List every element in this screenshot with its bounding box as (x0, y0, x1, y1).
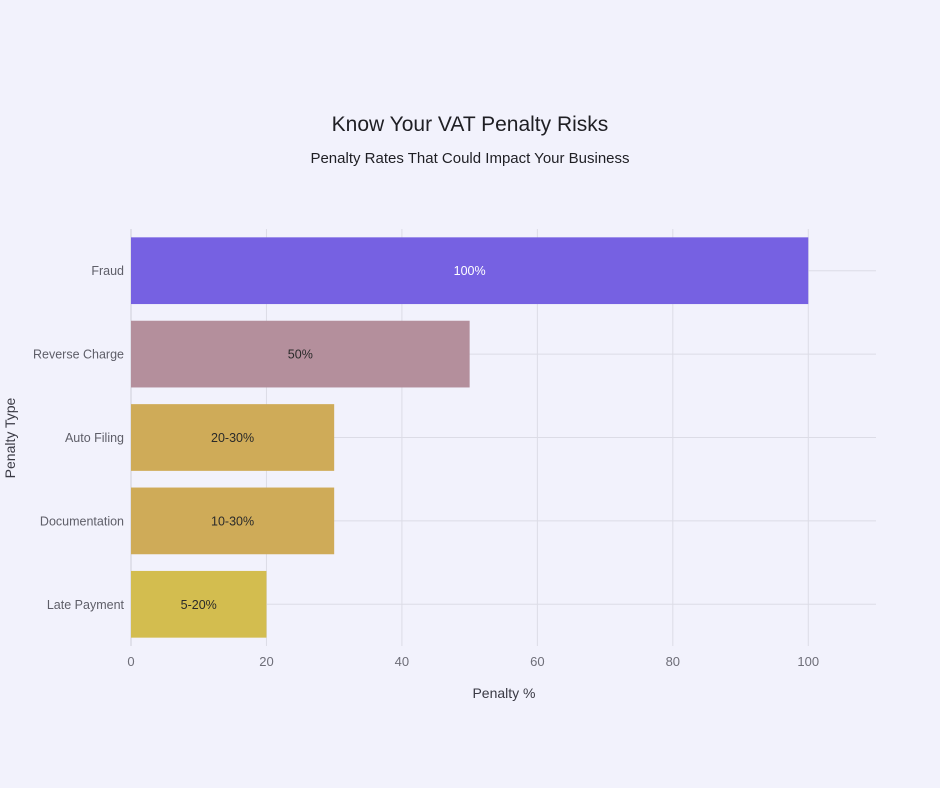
bar-data-label: 20-30% (211, 431, 254, 445)
x-tick-label: 80 (666, 654, 680, 669)
bar-data-label: 50% (288, 348, 313, 362)
y-category-label: Late Payment (47, 598, 125, 612)
bar-data-label: 10-30% (211, 514, 254, 528)
bar-auto-filing (131, 404, 335, 471)
x-axis-title: Penalty % (472, 685, 535, 701)
x-tick-label: 40 (395, 654, 409, 669)
x-tick-label: 0 (127, 654, 134, 669)
bar-data-label: 5-20% (181, 598, 217, 612)
x-tick-label: 20 (259, 654, 273, 669)
bars (131, 237, 809, 638)
bar-fraud (131, 237, 809, 305)
y-category-label: Fraud (91, 264, 124, 278)
bar-late-payment (131, 570, 267, 638)
x-tick-label: 100 (797, 654, 819, 669)
chart-title: Know Your VAT Penalty Risks (332, 113, 609, 136)
y-category-label: Documentation (40, 514, 124, 528)
y-axis-title: Penalty Type (2, 397, 18, 478)
labels: 0 20 40 60 80 100 100% Fraud 50% Reverse Charge 20… (33, 264, 819, 669)
chart-subtitle: Penalty Rates That Could Impact Your Bus… (310, 150, 629, 167)
bar-data-label: 100% (454, 264, 486, 278)
x-tick-label: 60 (530, 654, 544, 669)
bar-reverse-charge (131, 320, 470, 388)
y-category-label: Auto Filing (65, 431, 124, 445)
bar-documentation (131, 487, 335, 555)
y-category-label: Reverse Charge (33, 348, 124, 362)
